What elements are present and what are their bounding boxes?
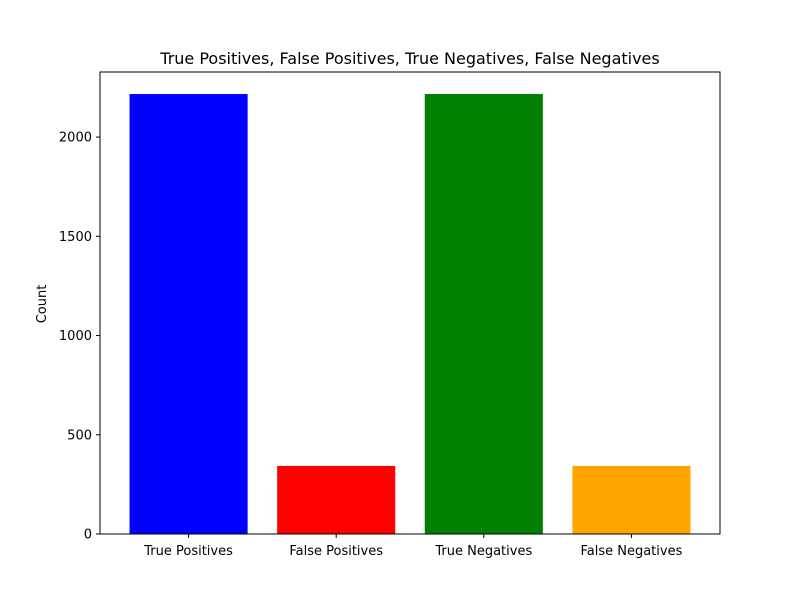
bar-true-positives <box>129 94 248 534</box>
x-tick-label: False Negatives <box>580 544 682 559</box>
y-tick-label: 1500 <box>59 230 92 245</box>
y-tick-label: 2000 <box>59 131 92 146</box>
bar-true-negatives <box>424 94 543 534</box>
y-tick-label: 0 <box>84 528 92 543</box>
y-axis: 0 500 1000 1500 2000 <box>59 131 100 543</box>
bars-layer <box>129 94 691 534</box>
y-tick-label: 1000 <box>59 329 92 344</box>
plot-frame <box>99 71 721 535</box>
x-axis: True Positives False Positives True Negati… <box>143 534 683 559</box>
y-axis-label: Count <box>35 285 50 324</box>
x-tick-label: False Positives <box>289 544 383 559</box>
chart-title: True Positives, False Positives, True Ne… <box>159 49 659 68</box>
x-tick-label: True Negatives <box>434 544 532 559</box>
x-tick-label: True Positives <box>143 544 233 559</box>
bar-false-positives <box>277 465 396 534</box>
y-tick-label: 500 <box>67 428 92 443</box>
bar-false-negatives <box>572 465 691 534</box>
